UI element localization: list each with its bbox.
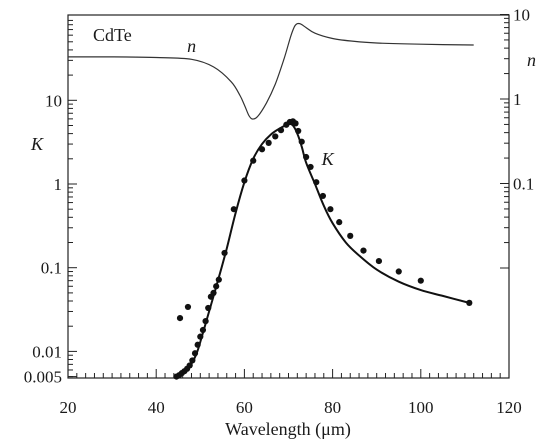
data-point-k	[194, 341, 201, 348]
annotation-cdte: CdTe	[93, 25, 132, 45]
tick-labels: 20 40 60 80 100 120 0.005 0.01 0.1 1 10 0.1 1 10	[24, 6, 535, 418]
series-layer	[67, 22, 474, 380]
data-point-k	[197, 333, 204, 340]
series-label-k: K	[321, 149, 335, 169]
y-left-tick-label: 1	[54, 175, 63, 194]
data-point-k	[347, 232, 354, 239]
data-point-k	[313, 179, 320, 186]
series-label-n: n	[187, 36, 196, 56]
data-point-k	[307, 163, 314, 171]
data-point-k	[295, 127, 302, 135]
data-point-k	[277, 127, 285, 134]
y-left-tick-label: 0.1	[41, 259, 62, 278]
series-line-n	[67, 22, 474, 120]
data-point-k	[272, 133, 279, 140]
data-point-k	[303, 153, 310, 161]
x-tick-label: 80	[324, 398, 341, 417]
y-right-tick-label: 0.1	[513, 175, 534, 194]
data-point-k	[202, 318, 209, 325]
data-point-k	[199, 326, 207, 334]
data-point-k	[205, 304, 212, 312]
data-point-k	[176, 314, 184, 322]
data-point-k	[258, 146, 266, 153]
data-point-k	[319, 192, 326, 200]
data-point-k	[221, 249, 228, 257]
data-point-k	[292, 120, 299, 127]
data-point-k	[395, 268, 402, 275]
data-point-k	[191, 350, 199, 357]
x-axis-label: Wavelength (μm)	[225, 419, 351, 440]
data-point-k	[417, 277, 424, 284]
x-tick-label: 60	[236, 398, 253, 417]
x-tick-label: 120	[496, 398, 522, 417]
y-left-axis-label: K	[30, 134, 44, 154]
y-left-tick-label: 0.005	[24, 368, 62, 387]
data-point-k	[375, 257, 383, 265]
x-tick-label: 40	[148, 398, 165, 417]
data-point-k	[250, 157, 257, 164]
data-point-k	[189, 357, 196, 364]
y-right-tick-label: 10	[513, 6, 530, 25]
x-tick-label: 20	[60, 398, 77, 417]
y-left-tick-label: 10	[45, 91, 62, 110]
x-tick-label: 100	[408, 398, 434, 417]
data-point-k	[184, 303, 192, 311]
plot-frame	[67, 14, 510, 379]
y-right-axis-label: n	[527, 50, 536, 70]
y-left-tick-label: 0.01	[32, 342, 62, 361]
data-point-k	[466, 299, 473, 306]
data-point-k	[230, 206, 237, 213]
data-point-k	[241, 177, 248, 184]
data-point-k	[265, 139, 272, 146]
data-point-k	[213, 283, 220, 290]
data-point-k	[298, 138, 305, 145]
data-point-k	[186, 362, 193, 369]
axis-ticks	[67, 14, 510, 378]
data-point-k	[215, 276, 222, 283]
y-right-tick-label: 1	[513, 90, 522, 109]
data-point-k	[210, 289, 217, 296]
data-point-k	[336, 219, 343, 226]
data-point-k	[327, 206, 334, 213]
data-point-k	[360, 247, 367, 254]
